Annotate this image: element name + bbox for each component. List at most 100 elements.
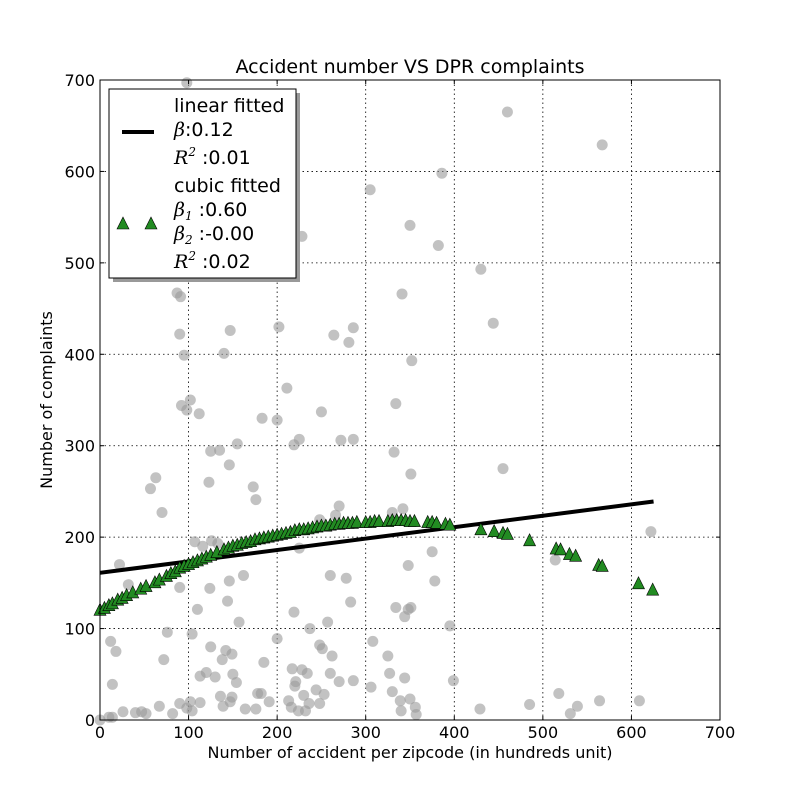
legend-cubic-marker-1 — [116, 216, 130, 230]
scatter-point-131 — [239, 703, 251, 715]
scatter-point-107 — [301, 667, 313, 679]
y-tick-label-700: 700 — [64, 71, 95, 90]
scatter-point-111 — [324, 667, 336, 679]
scatter-point-145 — [571, 700, 583, 712]
cubic-fit-point-82 — [632, 576, 645, 590]
x-tick-label-500: 500 — [528, 723, 559, 742]
scatter-point-54 — [189, 536, 201, 548]
scatter-point-155 — [140, 708, 152, 720]
scatter-point-22 — [281, 382, 293, 394]
scatter-point-41 — [405, 468, 417, 480]
cubic-fit-series — [93, 513, 660, 616]
cubic-fit-point-79 — [569, 548, 583, 562]
legend-box — [108, 88, 297, 279]
scatter-point-26 — [181, 404, 193, 416]
scatter-point-38 — [205, 445, 217, 457]
scatter-point-32 — [293, 433, 305, 445]
scatter-point-25 — [390, 398, 402, 410]
scatter-point-23 — [184, 394, 196, 406]
scatter-point-132 — [250, 703, 262, 715]
scatter-point-119 — [447, 675, 459, 687]
scatter-point-156 — [167, 708, 179, 720]
scatter-point-19 — [218, 347, 230, 359]
plot-frame — [99, 79, 721, 721]
scatter-point-138 — [386, 686, 398, 698]
scatter-point-86 — [110, 645, 122, 657]
scatter-point-104 — [286, 663, 298, 675]
scatter-point-96 — [106, 678, 118, 690]
scatter-point-139 — [394, 695, 406, 707]
x-tick-label-700: 700 — [705, 723, 736, 742]
scatter-point-45 — [203, 476, 215, 488]
y-tick-label-600: 600 — [64, 162, 95, 181]
scatter-point-110 — [333, 676, 345, 688]
scatter-point-75 — [390, 602, 402, 614]
cubic-fit-point-68 — [430, 515, 444, 529]
legend-linear-r2: R2 :0.01 — [173, 145, 251, 169]
axis-ticks — [99, 79, 721, 721]
scatter-point-8 — [475, 263, 487, 275]
y-axis-label: Number of complaints — [37, 311, 56, 489]
scatter-point-137 — [298, 689, 310, 701]
scatter-point-90 — [158, 654, 170, 666]
scatter-point-4 — [364, 184, 376, 196]
scatter-point-124 — [214, 690, 226, 702]
chart-title: Accident number VS DPR complaints — [236, 56, 585, 78]
scatter-point-141 — [395, 705, 407, 717]
scatter-point-112 — [289, 680, 301, 692]
scatter-point-64 — [223, 575, 235, 587]
scatter-point-62 — [426, 546, 438, 558]
scatter-point-66 — [324, 570, 336, 582]
scatter-point-28 — [315, 406, 327, 418]
cubic-fit-point-65 — [407, 513, 421, 527]
scatter-point-122 — [194, 697, 206, 709]
scatter-point-98 — [200, 666, 212, 678]
scatter-point-142 — [474, 703, 486, 715]
y-tick-label-200: 200 — [64, 528, 95, 547]
scatter-point-1 — [501, 106, 513, 118]
x-tick-label-200: 200 — [262, 723, 293, 742]
scatter-point-46 — [250, 494, 262, 506]
legend-linear-label: linear fitted — [174, 95, 284, 117]
scatter-point-84 — [444, 620, 456, 632]
scatter-point-11 — [396, 288, 408, 300]
scatter-point-5 — [404, 219, 416, 231]
cubic-fit-point-9 — [139, 578, 153, 592]
scatter-point-48 — [156, 506, 168, 518]
scatter-point-39 — [223, 459, 235, 471]
scatter-point-100 — [216, 654, 228, 666]
scatter-point-130 — [263, 696, 275, 708]
scatter-point-113 — [310, 684, 322, 696]
scatter-point-0 — [181, 77, 193, 89]
legend-cubic-b1: β1 :0.60 — [173, 199, 247, 223]
scatter-point-10 — [175, 291, 187, 303]
scatter-point-53 — [113, 559, 125, 571]
scatter-point-99 — [209, 671, 221, 683]
x-tick-label-0: 0 — [95, 723, 105, 742]
legend-cubic-b2: β2 :-0.00 — [173, 223, 254, 247]
scatter-point-89 — [367, 635, 379, 647]
scatter-point-81 — [161, 626, 173, 638]
scatter-point-94 — [326, 650, 338, 662]
x-tick-label-100: 100 — [173, 723, 204, 742]
scatter-point-34 — [347, 433, 359, 445]
scatter-point-7 — [432, 239, 444, 251]
scatter-point-117 — [399, 672, 411, 684]
scatter-point-60 — [549, 554, 561, 566]
scatter-point-148 — [633, 695, 645, 707]
x-tick-label-600: 600 — [616, 723, 647, 742]
legend-cubic-label: cubic fitted — [174, 175, 281, 197]
cubic-fit-point-81 — [595, 558, 609, 572]
x-tick-label-400: 400 — [439, 723, 470, 742]
scatter-point-129 — [255, 687, 267, 699]
scatter-point-144 — [553, 687, 565, 699]
scatter-point-82 — [186, 628, 198, 640]
y-tick-label-500: 500 — [64, 254, 95, 273]
scatter-point-83 — [304, 623, 316, 635]
scatter-point-127 — [224, 696, 236, 708]
scatter-point-151 — [106, 711, 118, 723]
scatter-point-43 — [144, 483, 156, 495]
scatter-point-120 — [153, 700, 165, 712]
scatter-point-13 — [273, 321, 285, 333]
